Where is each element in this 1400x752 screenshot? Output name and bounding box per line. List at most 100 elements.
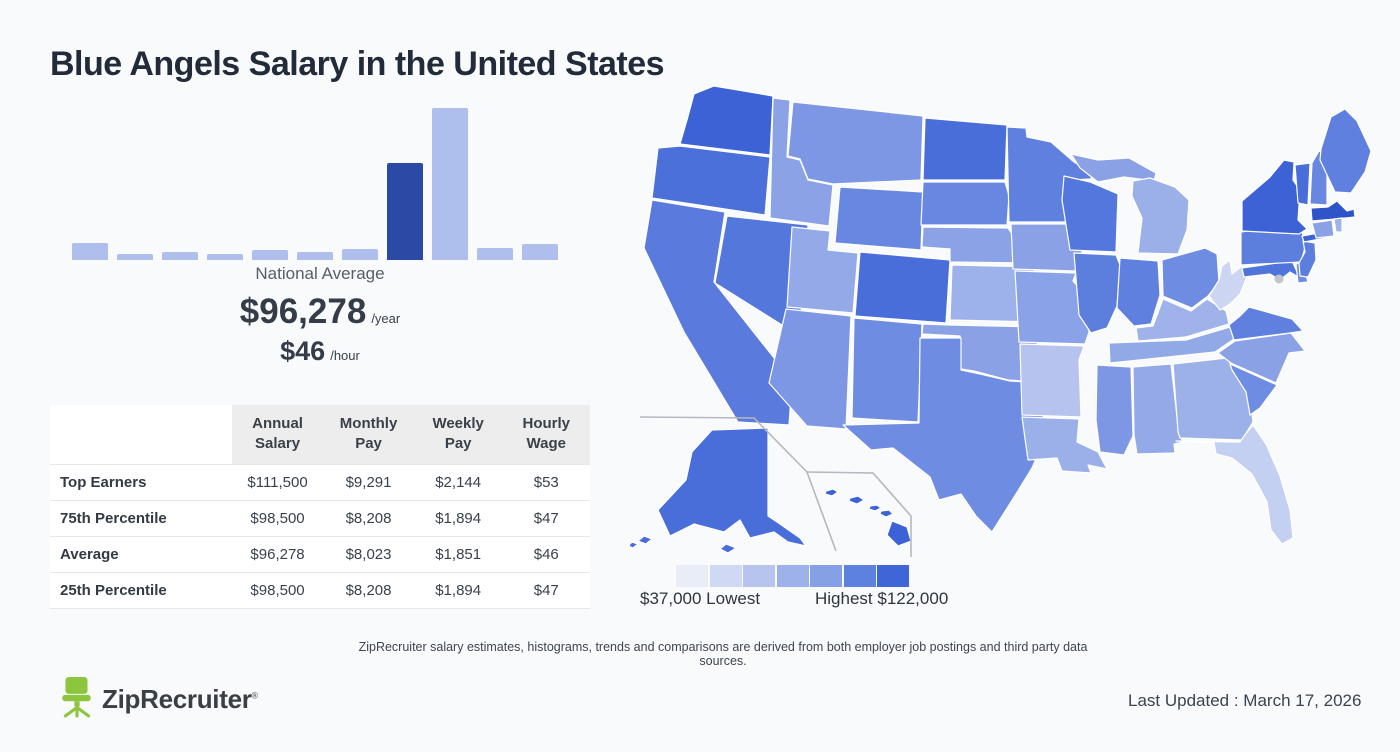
national-average-annual: $96,278/year — [130, 292, 510, 332]
state-ri — [1333, 217, 1343, 233]
table-value-cell: $53 — [502, 463, 590, 500]
table-value-cell: $9,291 — [323, 463, 414, 500]
histogram-bar — [117, 254, 153, 260]
table-row: Average $96,278 $8,023 $1,851 $46 — [50, 535, 590, 572]
state-ms — [1095, 364, 1134, 456]
state-wa — [679, 85, 774, 156]
state-sd — [920, 181, 1010, 226]
state-nc — [1217, 332, 1306, 384]
brand-wordmark: ZipRecruiter® — [102, 684, 259, 714]
state-wv — [1208, 259, 1249, 311]
salary-table-body: Top Earners $111,500 $9,291 $2,144 $53 75th P… — [50, 463, 590, 609]
hourly-wage-value: $46 — [280, 336, 326, 366]
state-ne — [921, 226, 1027, 264]
table-value-cell: $96,278 — [231, 535, 324, 572]
table-corner-cell — [50, 405, 232, 464]
state-tx — [842, 337, 1045, 533]
state-ak — [630, 427, 807, 554]
table-value-cell: $111,500 — [231, 463, 324, 500]
state-nm — [851, 317, 923, 423]
table-column-header: Hourly Wage — [502, 405, 590, 464]
histogram-bar — [297, 252, 333, 260]
table-value-cell: $47 — [502, 571, 590, 609]
state-ar — [1019, 343, 1085, 418]
last-updated-text: Last Updated : March 17, 2026 — [1128, 691, 1362, 710]
table-row: Top Earners $111,500 $9,291 $2,144 $53 — [50, 463, 590, 500]
legend-swatch — [877, 565, 909, 587]
legend-swatch — [843, 565, 876, 587]
table-value-cell: $1,894 — [413, 571, 503, 609]
table-column-header: Weekly Pay — [413, 405, 503, 464]
table-value-cell: $8,208 — [323, 571, 414, 609]
state-mt — [787, 101, 924, 185]
histogram-bar — [522, 244, 558, 260]
legend-swatch — [709, 565, 742, 587]
table-value-cell: $46 — [502, 535, 590, 572]
map-legend-min-label: $37,000 Lowest — [640, 589, 761, 608]
annual-salary-value: $96,278 — [239, 292, 367, 331]
row-label: Top Earners — [50, 463, 232, 500]
legend-swatch — [676, 565, 708, 587]
national-average-label: National Average — [255, 264, 385, 283]
table-value-cell: $47 — [502, 499, 590, 536]
hawaii-inset-border — [806, 471, 912, 557]
row-label: 75th Percentile — [50, 499, 232, 536]
alaska-inset-border — [639, 416, 837, 552]
salary-table-header: Annual Salary Monthly Pay Weekly Pay Hourly… — [50, 405, 590, 464]
disclaimer-text: ZipRecruiter salary estimates, histogram… — [358, 640, 1088, 668]
state-wy — [834, 186, 924, 251]
map-legend-swatches — [676, 565, 909, 587]
table-row: 75th Percentile $98,500 $8,208 $1,894 $47 — [50, 499, 590, 536]
state-vt — [1294, 162, 1311, 206]
ziprecruiter-logo: ZipRecruiter® — [58, 676, 258, 723]
chair-icon — [58, 676, 96, 723]
national-average-hourly: $46/hour — [130, 336, 510, 367]
legend-swatch — [743, 565, 775, 587]
state-me — [1319, 108, 1372, 194]
state-ma — [1310, 200, 1356, 222]
table-column-header: Annual Salary — [231, 405, 324, 464]
state-wi — [1061, 175, 1119, 253]
state-fl — [1175, 424, 1294, 545]
state-ct — [1311, 219, 1335, 239]
table-value-cell: $2,144 — [413, 463, 503, 500]
state-mi — [1131, 177, 1190, 255]
state-hi — [824, 488, 912, 547]
map-legend-max-label: Highest $122,000 — [815, 589, 949, 608]
state-ok — [921, 323, 1039, 383]
state-or — [651, 145, 771, 216]
state-sc — [1229, 363, 1278, 416]
state-in — [1116, 257, 1161, 327]
state-nd — [922, 117, 1008, 181]
row-label: 25th Percentile — [50, 571, 232, 609]
national-average-block: National Average $96,278/year $46/hour — [130, 264, 510, 367]
legend-swatch — [776, 565, 809, 587]
row-label: Average — [50, 535, 232, 572]
state-va — [1228, 306, 1304, 341]
histogram-bar — [252, 250, 288, 260]
page-title: Blue Angels Salary in the United States — [50, 44, 665, 83]
table-value-cell: $1,851 — [413, 535, 503, 572]
state-oh — [1161, 247, 1220, 309]
histogram-bar — [477, 248, 513, 260]
state-ut — [786, 226, 859, 314]
state-id — [769, 97, 834, 227]
salary-table: Annual Salary Monthly Pay Weekly Pay Hourly… — [50, 405, 590, 609]
registered-mark: ® — [251, 690, 259, 701]
state-il — [1073, 252, 1121, 334]
histogram-bar — [162, 252, 198, 260]
annual-salary-unit: /year — [371, 311, 401, 326]
table-value-cell: $1,894 — [413, 499, 503, 536]
table-value-cell: $8,208 — [323, 499, 414, 536]
state-al — [1132, 363, 1184, 455]
table-value-cell: $98,500 — [231, 571, 324, 609]
histogram-bar — [342, 249, 378, 260]
us-salary-choropleth-map — [630, 85, 1372, 557]
hourly-wage-unit: /hour — [330, 348, 360, 363]
histogram-bar — [387, 163, 423, 260]
table-row: 25th Percentile $98,500 $8,208 $1,894 $47 — [50, 571, 590, 609]
histogram-bar — [72, 243, 108, 260]
state-md — [1241, 260, 1301, 281]
legend-swatch — [810, 565, 842, 587]
